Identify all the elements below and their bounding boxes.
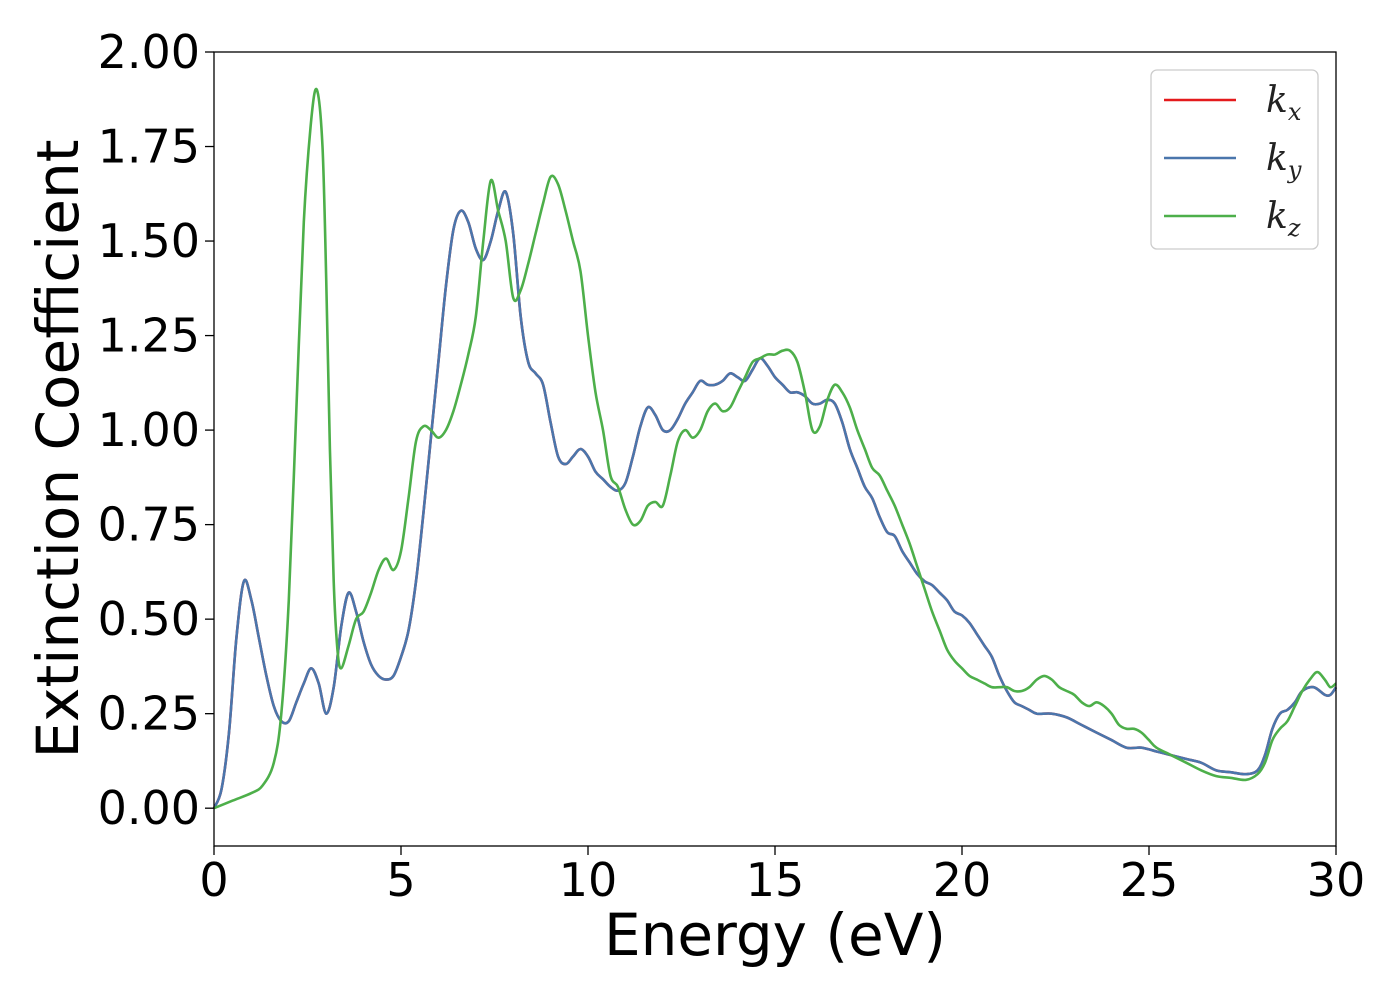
x-tick-label: 0 bbox=[199, 853, 228, 907]
y-tick-label: 1.00 bbox=[98, 403, 200, 457]
series-layer bbox=[212, 87, 1338, 810]
x-tick-label: 30 bbox=[1307, 853, 1366, 907]
y-tick-label: 0.50 bbox=[98, 592, 200, 646]
legend-box bbox=[1150, 69, 1319, 250]
y-axis-title: Extinction Coefficient bbox=[24, 140, 92, 759]
x-tick-label: 25 bbox=[1120, 853, 1179, 907]
series-line-x bbox=[212, 189, 1338, 809]
x-tick-label: 10 bbox=[559, 853, 618, 907]
x-tick-label: 15 bbox=[746, 853, 805, 907]
x-tick-label: 20 bbox=[933, 853, 992, 907]
y-tick-label: 1.75 bbox=[98, 120, 200, 174]
legend-label-y: ky bbox=[1266, 138, 1302, 184]
y-tick-label: 1.50 bbox=[98, 214, 200, 268]
series-line-z bbox=[213, 87, 1337, 810]
x-axis-title: Energy (eV) bbox=[604, 901, 946, 969]
series-line-y bbox=[212, 189, 1338, 809]
y-tick-label: 1.25 bbox=[98, 309, 200, 363]
legend-label-z: kz bbox=[1266, 196, 1301, 242]
y-tick-label: 0.00 bbox=[98, 781, 200, 835]
x-tick-label: 5 bbox=[386, 853, 415, 907]
y-tick-label: 0.75 bbox=[98, 498, 200, 552]
legend: kx ky kz bbox=[1150, 69, 1319, 250]
axis-ticks: 0 5 10 15 20 25 30 0.00 0.25 0.50 0.75 1.00 1.25 1.50… bbox=[98, 25, 1366, 907]
y-tick-label: 0.25 bbox=[98, 687, 200, 741]
y-tick-label: 2.00 bbox=[98, 25, 200, 79]
legend-label-x: kx bbox=[1266, 80, 1302, 126]
